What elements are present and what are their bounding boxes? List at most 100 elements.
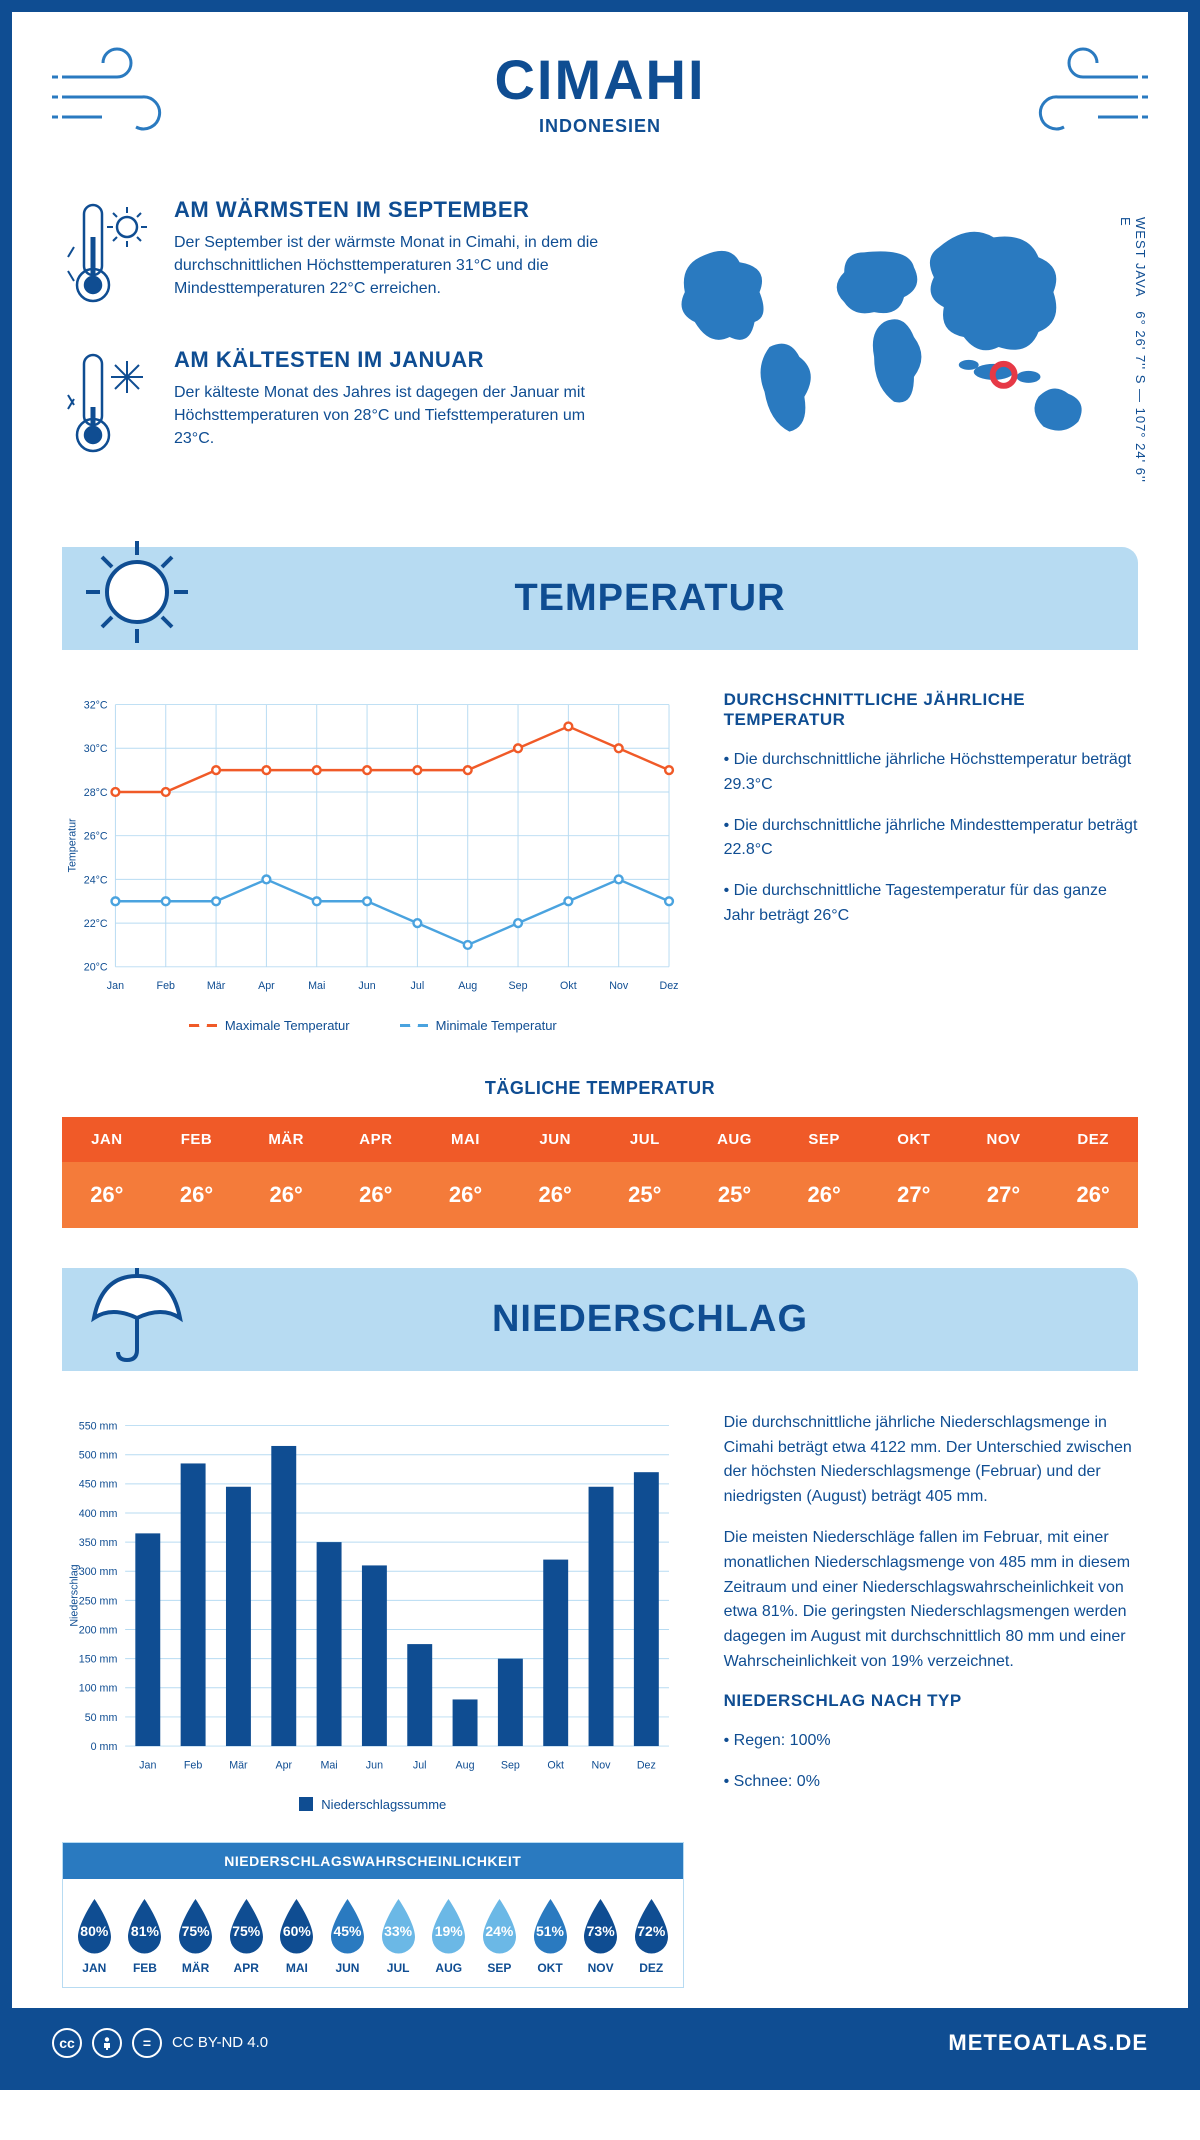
city-title: CIMAHI — [52, 47, 1148, 112]
warmest-fact: AM WÄRMSTEN IM SEPTEMBER Der September i… — [62, 197, 610, 312]
temperature-banner: TEMPERATUR — [62, 547, 1138, 650]
svg-text:300 mm: 300 mm — [79, 1566, 118, 1578]
svg-text:Nov: Nov — [592, 1759, 612, 1771]
svg-text:Apr: Apr — [258, 980, 275, 992]
probability-drop: 33% JUL — [375, 1897, 422, 1975]
license: cc = CC BY-ND 4.0 — [52, 2028, 268, 2058]
svg-text:32°C: 32°C — [84, 699, 108, 711]
temp-table-header: OKT — [869, 1117, 959, 1162]
probability-drop: 51% OKT — [527, 1897, 574, 1975]
svg-text:Feb: Feb — [184, 1759, 202, 1771]
svg-text:200 mm: 200 mm — [79, 1624, 118, 1636]
svg-text:Jul: Jul — [413, 1759, 427, 1771]
svg-text:Jan: Jan — [107, 980, 124, 992]
probability-drop: 60% MAI — [274, 1897, 321, 1975]
precip-legend: Niederschlagssumme — [62, 1797, 684, 1812]
svg-text:250 mm: 250 mm — [79, 1595, 118, 1607]
svg-text:100 mm: 100 mm — [79, 1682, 118, 1694]
probability-drop: 80% JAN — [71, 1897, 118, 1975]
intro-facts: AM WÄRMSTEN IM SEPTEMBER Der September i… — [62, 197, 610, 497]
temp-table-cell: 26° — [62, 1162, 152, 1228]
coldest-title: AM KÄLTESTEN IM JANUAR — [174, 347, 610, 373]
svg-text:Mai: Mai — [308, 980, 325, 992]
warmest-title: AM WÄRMSTEN IM SEPTEMBER — [174, 197, 610, 223]
temp-table-header: JAN — [62, 1117, 152, 1162]
umbrella-icon — [82, 1258, 192, 1368]
probability-drop: 75% APR — [223, 1897, 270, 1975]
svg-text:26°C: 26°C — [84, 831, 108, 843]
temp-table-header: SEP — [779, 1117, 869, 1162]
svg-text:Okt: Okt — [547, 1759, 564, 1771]
temperature-line-chart: 20°C22°C24°C26°C28°C30°C32°CJanFebMärApr… — [62, 690, 684, 1033]
svg-text:Sep: Sep — [509, 980, 528, 992]
probability-title: NIEDERSCHLAGSWAHRSCHEINLICHKEIT — [63, 1843, 683, 1879]
thermometer-sun-icon — [62, 197, 152, 312]
svg-text:20°C: 20°C — [84, 962, 108, 974]
precipitation-chart-row: 0 mm50 mm100 mm150 mm200 mm250 mm300 mm3… — [12, 1371, 1188, 2008]
svg-text:30°C: 30°C — [84, 743, 108, 755]
temp-table-cell: 26° — [421, 1162, 511, 1228]
temp-summary-p1: • Die durchschnittliche jährliche Höchst… — [724, 748, 1138, 798]
intro-section: AM WÄRMSTEN IM SEPTEMBER Der September i… — [12, 167, 1188, 527]
temp-summary-p3: • Die durchschnittliche Tagestemperatur … — [724, 879, 1138, 929]
svg-text:Dez: Dez — [637, 1759, 656, 1771]
precip-type-2: • Schnee: 0% — [724, 1770, 1138, 1795]
temp-table-header: DEZ — [1048, 1117, 1138, 1162]
svg-text:150 mm: 150 mm — [79, 1653, 118, 1665]
svg-text:0 mm: 0 mm — [91, 1741, 118, 1753]
temp-table-cell: 26° — [779, 1162, 869, 1228]
temperature-chart-row: 20°C22°C24°C26°C28°C30°C32°CJanFebMärApr… — [12, 650, 1188, 1053]
svg-text:Dez: Dez — [660, 980, 679, 992]
precipitation-summary: Die durchschnittliche jährliche Niedersc… — [724, 1411, 1138, 1988]
precipitation-heading: NIEDERSCHLAG — [192, 1298, 1108, 1341]
temp-summary-title: DURCHSCHNITTLICHE JÄHRLICHE TEMPERATUR — [724, 690, 1138, 730]
probability-drop: 24% SEP — [476, 1897, 523, 1975]
svg-text:500 mm: 500 mm — [79, 1449, 118, 1461]
svg-text:Jan: Jan — [139, 1759, 156, 1771]
svg-text:Jul: Jul — [411, 980, 425, 992]
svg-text:24°C: 24°C — [84, 874, 108, 886]
svg-text:Mär: Mär — [229, 1759, 248, 1771]
temp-table-header: JUN — [510, 1117, 600, 1162]
cc-icon: cc — [52, 2028, 82, 2058]
svg-text:450 mm: 450 mm — [79, 1479, 118, 1491]
svg-text:Feb: Feb — [157, 980, 175, 992]
temp-table-cell: 25° — [690, 1162, 780, 1228]
temp-table-header: MAI — [421, 1117, 511, 1162]
coordinates: WEST JAVA 6° 26' 7'' S — 107° 24' 6'' E — [1118, 217, 1148, 497]
probability-drop: 75% MÄR — [172, 1897, 219, 1975]
svg-text:Temperatur: Temperatur — [67, 818, 79, 872]
precip-type-title: NIEDERSCHLAG NACH TYP — [724, 1691, 1138, 1711]
coldest-text: Der kälteste Monat des Jahres ist dagege… — [174, 381, 610, 451]
probability-drop: 73% NOV — [577, 1897, 624, 1975]
temp-table-cell: 26° — [1048, 1162, 1138, 1228]
warmest-text: Der September ist der wärmste Monat in C… — [174, 231, 610, 301]
svg-text:Jun: Jun — [358, 980, 375, 992]
infographic-frame: CIMAHI INDONESIEN AM WÄR — [0, 0, 1200, 2090]
precipitation-banner: NIEDERSCHLAG — [62, 1268, 1138, 1371]
temp-legend: Maximale Temperatur Minimale Temperatur — [62, 1018, 684, 1033]
temp-table-cell: 26° — [331, 1162, 421, 1228]
probability-drop: 45% JUN — [324, 1897, 371, 1975]
svg-text:Niederschlag: Niederschlag — [69, 1564, 81, 1626]
world-map-box: WEST JAVA 6° 26' 7'' S — 107° 24' 6'' E — [640, 197, 1138, 497]
coldest-fact: AM KÄLTESTEN IM JANUAR Der kälteste Mona… — [62, 347, 610, 462]
temp-summary-p2: • Die durchschnittliche jährliche Mindes… — [724, 814, 1138, 864]
svg-text:550 mm: 550 mm — [79, 1420, 118, 1432]
thermometer-snow-icon — [62, 347, 152, 462]
temp-table-header: JUL — [600, 1117, 690, 1162]
temp-table-header: AUG — [690, 1117, 780, 1162]
precip-p2: Die meisten Niederschläge fallen im Febr… — [724, 1526, 1138, 1675]
country-subtitle: INDONESIEN — [52, 116, 1148, 137]
wind-icon-right — [1018, 42, 1148, 147]
svg-text:Jun: Jun — [366, 1759, 383, 1771]
brand: METEOATLAS.DE — [948, 2030, 1148, 2056]
temp-table-cell: 26° — [510, 1162, 600, 1228]
svg-text:350 mm: 350 mm — [79, 1537, 118, 1549]
svg-text:28°C: 28°C — [84, 787, 108, 799]
temp-table-header: NOV — [959, 1117, 1049, 1162]
probability-drop: 19% AUG — [425, 1897, 472, 1975]
precipitation-bar-chart: 0 mm50 mm100 mm150 mm200 mm250 mm300 mm3… — [62, 1411, 684, 1988]
temp-table-header: MÄR — [241, 1117, 331, 1162]
footer: cc = CC BY-ND 4.0 METEOATLAS.DE — [12, 2008, 1188, 2078]
